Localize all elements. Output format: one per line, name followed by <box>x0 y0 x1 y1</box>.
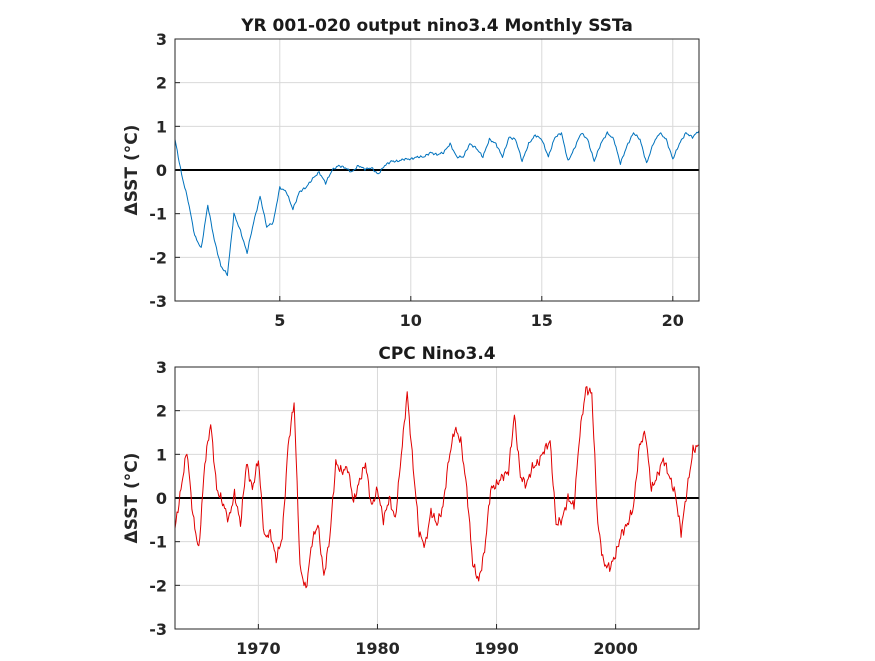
bottom-x-tick-label: 1990 <box>474 639 519 656</box>
bottom-series-layer <box>175 386 699 589</box>
bottom-y-tick-label: -3 <box>149 620 167 639</box>
top-x-ticks: 5 10 15 20 <box>274 296 684 330</box>
bottom-series-line <box>175 386 699 589</box>
top-y-tick-label: -3 <box>149 292 167 311</box>
bottom-y-tick-label: 0 <box>156 489 167 508</box>
bottom-y-tick-label: -2 <box>149 576 167 595</box>
bottom-y-tick-label: 2 <box>156 402 167 421</box>
top-y-tick-label: -2 <box>149 248 167 267</box>
top-y-tick-label: 2 <box>156 74 167 93</box>
top-x-tick-label: 5 <box>274 311 285 330</box>
bottom-y-tick-label: -1 <box>149 533 167 552</box>
bottom-y-tick-label: 3 <box>156 358 167 377</box>
top-y-tick-label: 1 <box>156 117 167 136</box>
top-x-tick-label: 15 <box>531 311 553 330</box>
top-y-ticks: -3 -2 -1 0 1 2 3 <box>149 30 180 311</box>
top-series-layer <box>175 130 699 277</box>
bottom-y-ticks: -3 -2 -1 0 1 2 3 <box>149 358 180 639</box>
top-x-tick-label: 20 <box>662 311 684 330</box>
top-y-axis-label: ΔSST (°C) <box>122 125 142 216</box>
top-y-tick-label: -1 <box>149 205 167 224</box>
bottom-y-axis-label: ΔSST (°C) <box>122 453 142 544</box>
top-x-tick-label: 10 <box>400 311 422 330</box>
bottom-chart-title: CPC Nino3.4 <box>378 344 495 364</box>
top-y-tick-label: 3 <box>156 30 167 49</box>
top-panel: YR 001-020 output nino3.4 Monthly SSTa -… <box>122 16 700 330</box>
bottom-x-ticks: 1970 1980 1990 2000 <box>236 624 638 658</box>
bottom-x-tick-label: 1980 <box>355 639 400 656</box>
bottom-x-tick-label: 2000 <box>593 639 638 656</box>
top-series-line <box>175 130 699 277</box>
top-chart-title: YR 001-020 output nino3.4 Monthly SSTa <box>240 16 633 36</box>
bottom-x-tick-label: 1970 <box>236 639 281 656</box>
bottom-y-tick-label: 1 <box>156 445 167 464</box>
top-y-tick-label: 0 <box>156 161 167 180</box>
